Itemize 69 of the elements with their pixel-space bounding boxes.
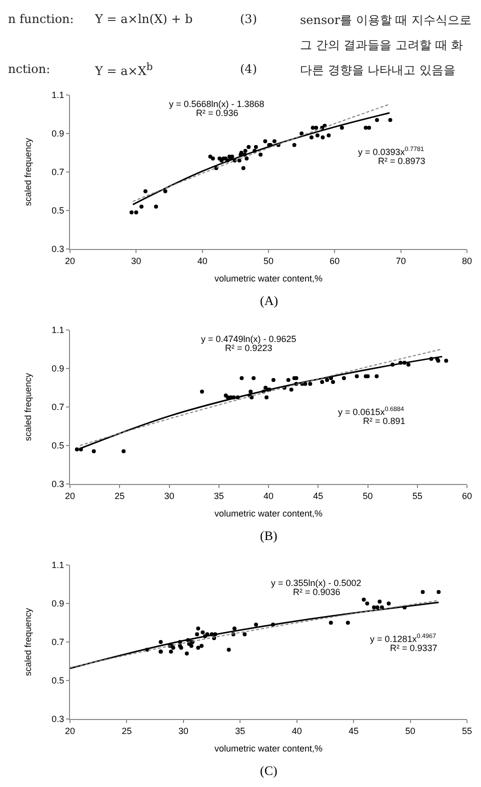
text: Y = a×ln(X) + b — [95, 12, 193, 26]
y-tick-label: 0.3 — [52, 479, 64, 490]
x-tick-label: 45 — [348, 726, 359, 736]
y-tick-label: 0.3 — [52, 244, 64, 254]
x-tick-label: 55 — [462, 726, 472, 736]
x-tick-label: 70 — [396, 256, 406, 266]
text: Y = a×X$^{b}$ — [95, 62, 153, 78]
x-tick-label: 20 — [64, 490, 76, 501]
y-tick-label: 0.7 — [52, 167, 64, 178]
annotation: y = 0.1281x$^{0.4967}$ — [370, 633, 437, 644]
text: (4) — [240, 62, 257, 76]
x-tick-label: 25 — [114, 490, 125, 501]
x-tick-label: 50 — [362, 490, 373, 501]
text: sensor를 이용할 때 지수식으로 — [300, 12, 472, 29]
x-tick-label: 30 — [178, 726, 188, 736]
x-axis-title: volumetric water content,% — [214, 744, 323, 754]
y-tick-label: 0.9 — [52, 598, 64, 609]
x-tick-label: 40 — [292, 726, 302, 736]
x-tick-label: 40 — [197, 256, 208, 266]
x-tick-label: 30 — [164, 490, 174, 501]
x-tick-label: 50 — [405, 726, 416, 736]
y-axis-title: scaled frequency — [23, 137, 34, 206]
annotation: y = 0.5668ln(x) - 1.3868 — [169, 99, 264, 109]
y-tick-label: 1.1 — [52, 560, 64, 570]
y-tick-label: 0.3 — [52, 714, 64, 724]
y-tick-label: 0.7 — [52, 637, 64, 648]
y-tick-label: 0.5 — [52, 440, 64, 451]
annotation: R² = 0.9337 — [390, 643, 438, 653]
text: nction: — [8, 62, 50, 76]
x-tick-label: 45 — [313, 490, 324, 501]
x-axis-title: volumetric water content,% — [214, 274, 323, 284]
annotation: y = 0.4749ln(x) - 0.9625 — [201, 334, 296, 344]
annotation: y = 0.0393x$^{0.7781}$ — [358, 146, 425, 157]
x-tick-label: 55 — [412, 490, 422, 501]
annotation: y = 0.0615x$^{0.6884}$ — [338, 406, 405, 417]
y-tick-label: 1.1 — [52, 325, 64, 336]
x-tick-label: 20 — [64, 726, 76, 736]
text: (B) — [260, 528, 278, 543]
annotation: R² = 0.891 — [363, 416, 406, 426]
y-axis-title: scaled frequency — [23, 607, 34, 676]
text: (C) — [260, 763, 278, 778]
y-tick-label: 0.9 — [52, 128, 64, 139]
x-tick-label: 40 — [263, 490, 274, 501]
x-tick-label: 80 — [462, 256, 472, 266]
y-tick-label: 0.5 — [52, 206, 64, 216]
annotation: R² = 0.8973 — [378, 156, 426, 166]
annotation: R² = 0.9036 — [293, 587, 340, 597]
annotation: y = 0.355ln(x) - 0.5002 — [271, 578, 362, 588]
text: 다른 경향을 나타내고 있음을 — [300, 62, 456, 79]
text: 그 간의 결과들을 고려할 때 화 — [300, 37, 464, 54]
x-tick-label: 25 — [122, 726, 132, 736]
annotation: R² = 0.9223 — [225, 343, 272, 353]
text: (3) — [240, 12, 257, 26]
annotation: R² = 0.936 — [196, 108, 238, 118]
y-tick-label: 0.7 — [52, 402, 64, 412]
x-tick-label: 35 — [214, 490, 224, 501]
x-tick-label: 50 — [263, 256, 274, 266]
y-tick-label: 1.1 — [52, 90, 64, 100]
x-tick-label: 60 — [330, 256, 340, 266]
y-tick-label: 0.9 — [52, 364, 64, 374]
y-tick-label: 0.5 — [52, 676, 64, 686]
x-tick-label: 20 — [64, 256, 76, 266]
x-axis-title: volumetric water content,% — [214, 508, 323, 519]
x-tick-label: 60 — [462, 490, 472, 501]
x-tick-label: 35 — [235, 726, 246, 736]
y-axis-title: scaled frequency — [23, 372, 34, 442]
text: n function: — [8, 12, 74, 26]
x-tick-label: 30 — [131, 256, 142, 266]
text: (A) — [260, 293, 278, 308]
